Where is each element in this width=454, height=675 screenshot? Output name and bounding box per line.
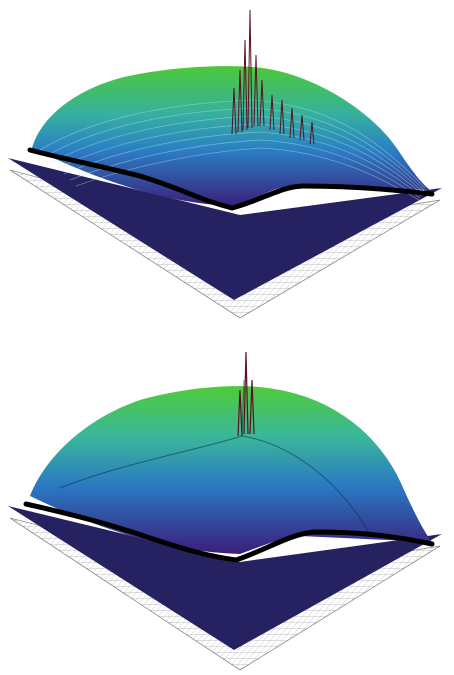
surface-dome: [30, 386, 432, 554]
bottom-surface-panel: [0, 340, 454, 675]
top-surface-panel: [0, 0, 454, 330]
boundary-curve: [27, 147, 435, 211]
base-plane: [8, 158, 442, 300]
surface-spikes: [231, 9, 315, 145]
surface-ridges: [59, 379, 373, 539]
top-surface-svg: [8, 9, 442, 319]
surface-spikes: [237, 351, 255, 437]
boundary-curve: [23, 501, 435, 563]
bottom-surface-svg: [8, 351, 442, 671]
surface-dome: [32, 66, 430, 206]
base-plane: [8, 506, 442, 650]
